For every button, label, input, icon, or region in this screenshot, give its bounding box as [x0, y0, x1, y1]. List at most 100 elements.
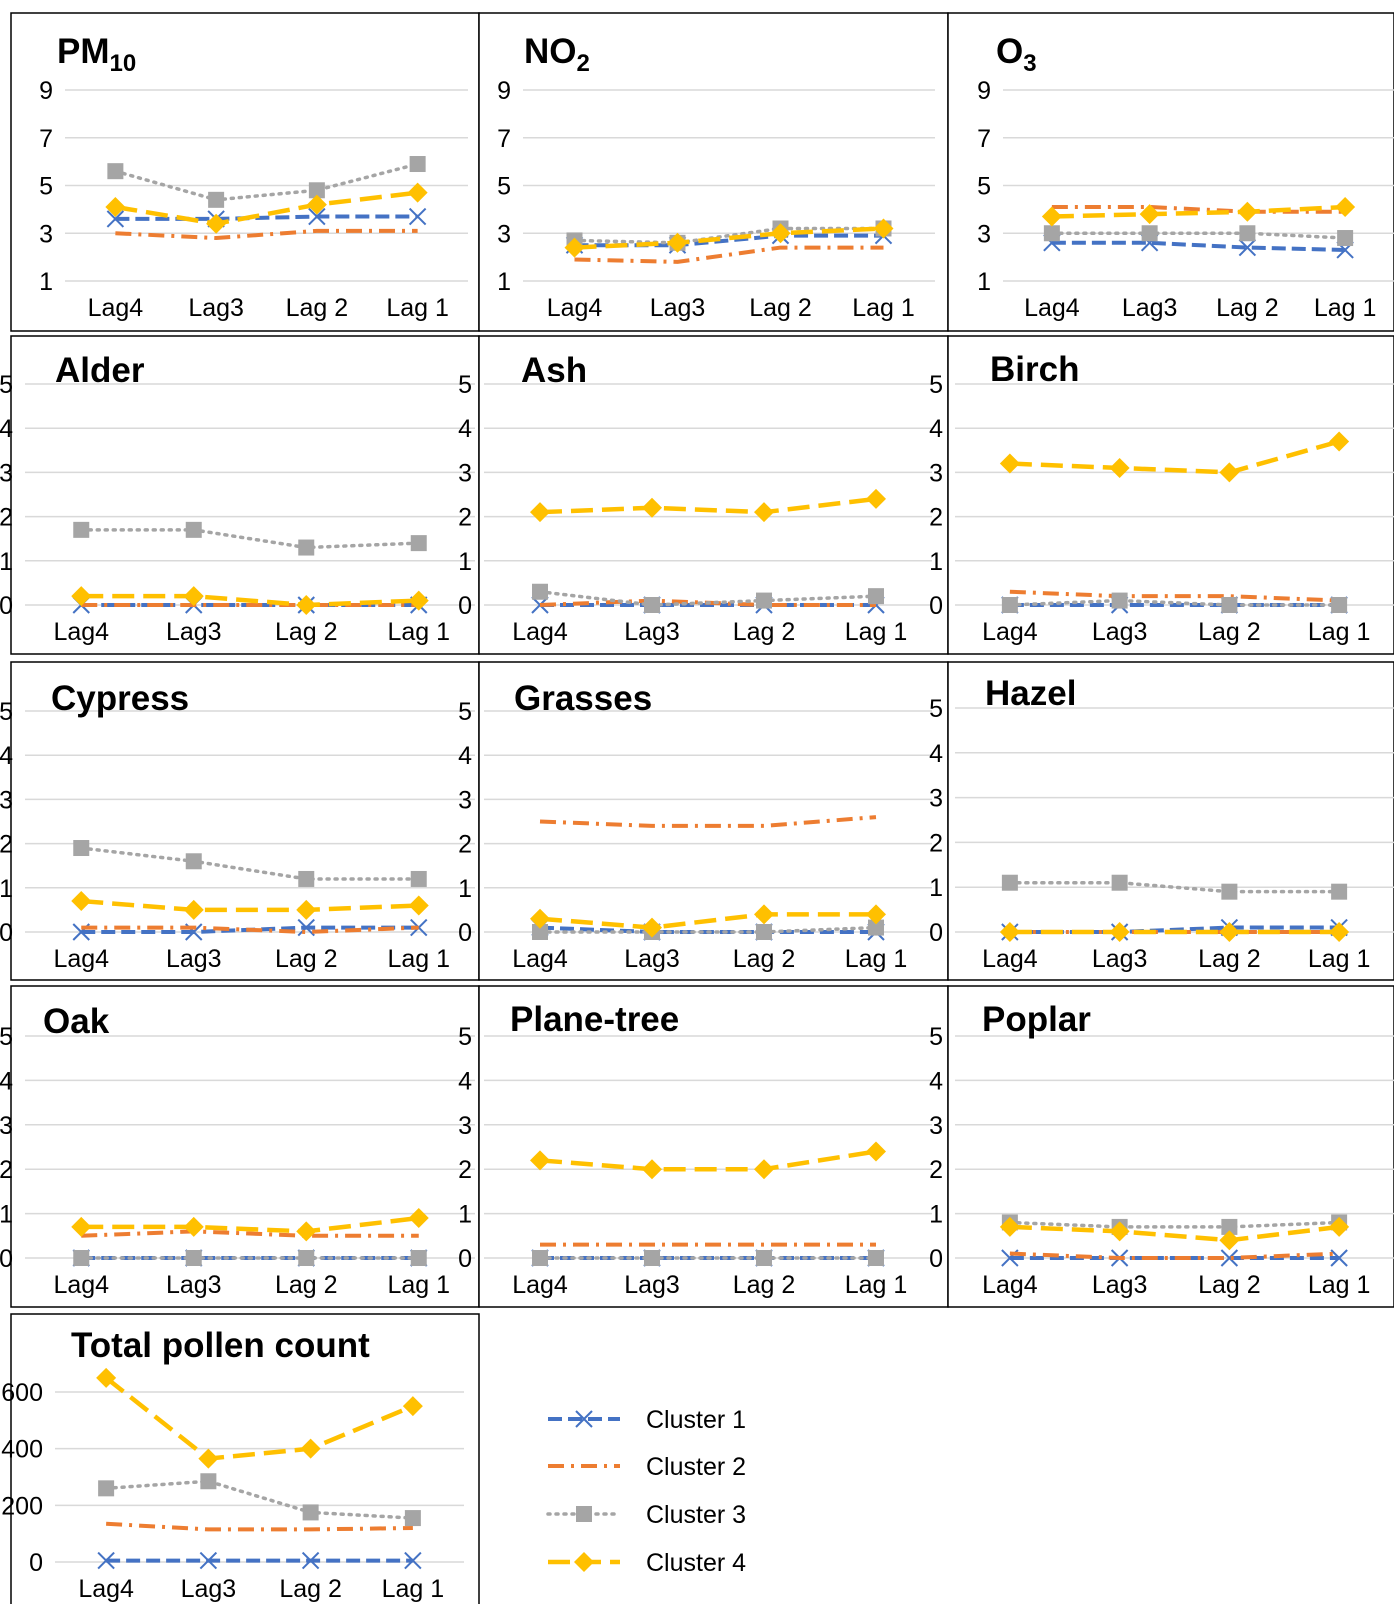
- y-tick-label: 4: [458, 742, 472, 770]
- data-point-diamond-marker: [1041, 206, 1062, 227]
- series-cluster-4: [530, 1141, 886, 1180]
- data-point-diamond-marker: [306, 194, 327, 215]
- y-tick-label: 4: [0, 1067, 13, 1095]
- x-tick-label: Lag4: [982, 618, 1038, 646]
- y-tick-label: 2: [458, 831, 472, 859]
- series-line-cluster-4: [104, 1376, 414, 1461]
- data-point-diamond-marker: [1219, 462, 1240, 483]
- y-tick-label: 3: [0, 786, 13, 814]
- chart-title-subscript: 2: [577, 50, 590, 77]
- series-cluster-2: [81, 925, 419, 934]
- y-tick-label: 4: [0, 742, 13, 770]
- series-line-cluster-4: [1009, 1224, 1340, 1243]
- data-point-square-marker: [1337, 230, 1354, 247]
- x-tick-label: Lag 1: [1314, 294, 1377, 322]
- data-point-x-marker: [297, 918, 315, 937]
- data-point-diamond-marker: [300, 1438, 321, 1459]
- x-tick-label: Lag3: [624, 1271, 680, 1299]
- y-tick-label: 1: [929, 1201, 943, 1229]
- legend-item-cluster-3: Cluster 3: [546, 1501, 746, 1529]
- y-tick-label: 1: [497, 268, 511, 296]
- data-point-diamond-marker: [198, 1448, 219, 1469]
- x-tick-label: Lag 1: [382, 1575, 445, 1603]
- chart-panel-alder: 0 1 2 3 4 5 Lag4 Lag3 Lag 2 Lag 1 Alder: [0, 335, 480, 655]
- data-point-square-marker: [73, 521, 90, 538]
- y-tick-label: 2: [458, 504, 472, 532]
- chart-title: Total pollen count: [71, 1326, 370, 1365]
- data-point-x-marker: [1238, 238, 1257, 257]
- y-tick-label: 0: [0, 1245, 13, 1273]
- y-tick-label: 3: [0, 459, 13, 487]
- panel-frame: [947, 12, 1394, 332]
- y-tick-label: 0: [29, 1549, 43, 1577]
- chart-title: Ash: [521, 351, 587, 390]
- data-point-square-marker: [756, 1250, 772, 1266]
- data-point-square-marker: [756, 924, 772, 940]
- legend-label: Cluster 1: [646, 1406, 746, 1434]
- series-line-cluster-3: [572, 226, 886, 245]
- series-line-cluster-2: [574, 245, 884, 264]
- data-point-diamond-marker: [866, 904, 886, 925]
- y-tick-label: 3: [929, 459, 943, 487]
- y-tick-label: 5: [977, 173, 991, 201]
- series-line-cluster-2: [1009, 589, 1340, 603]
- y-tick-label: 5: [0, 698, 13, 726]
- x-tick-label: Lag4: [512, 618, 568, 646]
- chart-title-base: NO: [524, 32, 577, 71]
- y-tick-label: 3: [497, 220, 511, 248]
- series-line-cluster-3: [1050, 231, 1347, 240]
- data-point-diamond-marker: [1335, 196, 1356, 217]
- x-tick-label: Lag4: [547, 294, 603, 322]
- x-tick-label: Lag4: [88, 294, 144, 322]
- series-cluster-3: [532, 583, 884, 613]
- data-point-diamond-marker: [866, 1141, 886, 1162]
- chart-panel-plane-tree: 0 1 2 3 4 5 Lag4 Lag3 Lag 2 Lag 1 Plane-tree: [458, 985, 949, 1308]
- series-cluster-1: [97, 1551, 422, 1570]
- y-tick-label: 3: [929, 1112, 943, 1140]
- legend-label: Cluster 2: [646, 1453, 746, 1481]
- legend-diamond-marker: [574, 1552, 594, 1572]
- series-cluster-1: [1043, 234, 1354, 259]
- y-tick-label: 1: [929, 874, 943, 902]
- series-cluster-4: [71, 1208, 429, 1242]
- data-point-square-marker: [73, 1250, 90, 1266]
- data-point-diamond-marker: [1219, 922, 1240, 942]
- x-tick-label: Lag 1: [387, 618, 450, 646]
- data-point-square-marker: [298, 539, 315, 556]
- chart-title: NO2: [524, 32, 590, 77]
- y-tick-label: 5: [497, 173, 511, 201]
- data-point-square-marker: [185, 853, 202, 870]
- chart-panel-poplar: 0 1 2 3 4 5 Lag4 Lag3 Lag 2 Lag 1 Poplar: [929, 985, 1394, 1308]
- data-point-diamond-marker: [999, 453, 1020, 474]
- data-point-diamond-marker: [408, 1208, 429, 1229]
- data-point-diamond-marker: [407, 182, 428, 203]
- data-point-diamond-marker: [296, 595, 317, 615]
- chart-title-subscript: 10: [110, 50, 137, 77]
- series-line-cluster-3: [79, 846, 421, 881]
- x-tick-label: Lag 2: [1216, 294, 1279, 322]
- series-line-cluster-4: [81, 593, 419, 608]
- series-cluster-4: [530, 488, 886, 523]
- data-point-square-marker: [73, 840, 90, 857]
- series-line-cluster-3: [113, 162, 420, 202]
- x-tick-label: Lag3: [1092, 1271, 1148, 1299]
- y-tick-label: 0: [458, 592, 472, 620]
- chart-panel-oak: 0 1 2 3 4 5 Lag4 Lag3 Lag 2 Lag 1 Oak: [0, 985, 480, 1308]
- data-point-diamond-marker: [530, 502, 550, 523]
- series-cluster-4: [999, 1216, 1350, 1251]
- data-point-square-marker: [404, 1510, 421, 1527]
- data-point-x-marker: [1220, 1249, 1239, 1267]
- y-tick-label: 4: [929, 415, 943, 443]
- x-tick-label: Lag 2: [279, 1575, 342, 1603]
- series-line-cluster-3: [79, 528, 421, 550]
- data-point-square-marker: [1221, 883, 1238, 900]
- y-tick-label: 7: [39, 125, 53, 153]
- y-tick-label: 0: [929, 1245, 943, 1273]
- data-point-square-marker: [185, 521, 202, 538]
- x-tick-label: Lag3: [624, 945, 680, 973]
- y-tick-label: 0: [929, 592, 943, 620]
- series-line-cluster-3: [104, 1479, 415, 1520]
- data-point-diamond-marker: [754, 502, 774, 523]
